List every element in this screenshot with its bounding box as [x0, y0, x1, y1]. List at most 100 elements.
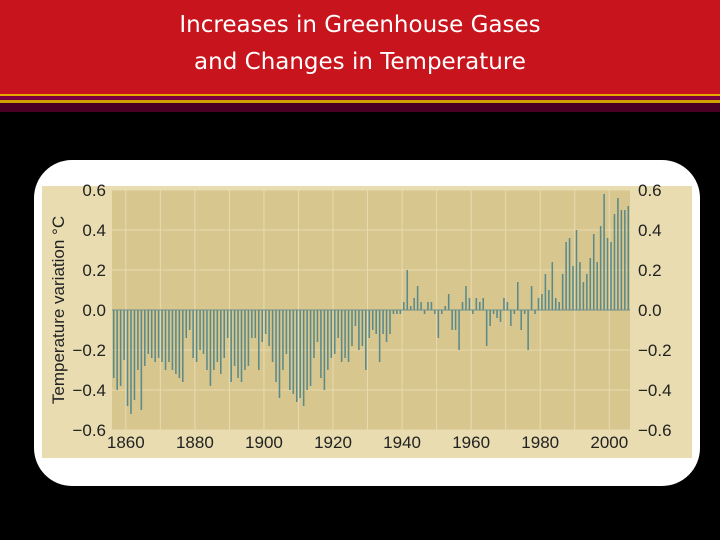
temperature-bar — [416, 286, 419, 310]
temperature-bar — [271, 310, 274, 362]
temperature-bar — [627, 206, 630, 310]
temperature-bar — [302, 310, 305, 406]
temperature-bar — [157, 310, 160, 358]
temperature-bar — [347, 310, 350, 362]
temperature-bar — [351, 310, 353, 346]
temperature-bar — [206, 310, 208, 370]
temperature-bar — [185, 310, 188, 338]
temperature-bar — [354, 310, 357, 326]
temperature-bar — [320, 310, 322, 378]
y-tick-label-left: −0.4 — [72, 381, 106, 400]
temperature-bar — [323, 310, 326, 390]
temperature-bar — [472, 310, 474, 314]
title-banner — [0, 0, 720, 96]
temperature-bar — [430, 302, 433, 310]
temperature-bar — [441, 310, 443, 314]
temperature-bar — [596, 262, 598, 310]
temperature-bar — [551, 262, 554, 310]
temperature-bar — [510, 310, 512, 326]
temperature-bar — [188, 310, 191, 330]
temperature-bar — [333, 310, 336, 354]
y-tick-label-right: 0.6 — [638, 181, 662, 200]
temperature-bar — [513, 310, 516, 314]
temperature-bar — [168, 310, 170, 362]
temperature-bar — [268, 310, 270, 346]
temperature-bar — [606, 238, 609, 310]
temperature-bar — [561, 274, 564, 310]
temperature-bar — [520, 310, 522, 330]
temperature-bar — [558, 302, 560, 310]
temperature-bar — [130, 310, 132, 414]
temperature-bar — [161, 310, 163, 362]
temperature-bar — [565, 242, 567, 310]
temperature-bar — [516, 282, 519, 310]
temperature-bar — [230, 310, 232, 382]
temperature-bar — [530, 286, 533, 310]
temperature-bar — [306, 310, 308, 390]
temperature-bar — [337, 310, 339, 338]
temperature-bar — [544, 274, 547, 310]
temperature-bar — [244, 310, 246, 370]
temperature-bar — [389, 310, 391, 334]
temperature-bar — [202, 310, 205, 354]
temperature-bar — [358, 310, 360, 350]
temperature-bar — [261, 310, 263, 342]
temperature-bar — [365, 310, 367, 370]
temperature-bar — [492, 310, 495, 314]
temperature-bar — [523, 310, 526, 314]
temperature-bar — [599, 226, 602, 310]
temperature-bar — [264, 310, 267, 334]
temperature-bar — [586, 274, 588, 310]
temperature-bar — [361, 310, 364, 346]
temperature-bar — [220, 310, 222, 374]
temperature-bar — [592, 234, 595, 310]
temperature-bar — [434, 310, 436, 314]
temperature-bar — [140, 310, 143, 410]
temperature-bar — [371, 310, 374, 330]
x-tick-label: 1920 — [314, 433, 352, 452]
decorative-stripe — [0, 100, 720, 103]
x-tick-label: 1880 — [176, 433, 214, 452]
temperature-bar — [175, 310, 177, 374]
temperature-bar — [327, 310, 329, 370]
y-tick-label-right: 0.0 — [638, 301, 662, 320]
temperature-bar — [147, 310, 150, 354]
temperature-bar — [461, 302, 464, 310]
temperature-bar — [240, 310, 243, 382]
temperature-bar — [409, 306, 412, 310]
temperature-bar — [589, 258, 592, 310]
temperature-bar — [292, 310, 295, 394]
temperature-chart: 0.6 0.4 0.2 0.0 −0.2 −0.4 −0.6 0.6 0.4 0.2 0.0 −0.2… — [42, 181, 692, 458]
temperature-bar — [164, 310, 167, 370]
temperature-bar — [485, 310, 488, 346]
y-tick-label-left: −0.6 — [72, 421, 106, 440]
decorative-stripe — [0, 96, 720, 100]
y-tick-label-right: 0.4 — [638, 221, 662, 240]
temperature-bar — [199, 310, 201, 350]
temperature-bar — [406, 270, 409, 310]
x-tick-label: 1980 — [521, 433, 559, 452]
temperature-bar — [392, 310, 395, 314]
temperature-bar — [257, 310, 260, 370]
slide-title-line-1: Increases in Greenhouse Gases — [179, 12, 541, 38]
temperature-bar — [617, 198, 619, 310]
temperature-bar — [534, 310, 536, 314]
y-tick-label-left: 0.0 — [82, 301, 106, 320]
temperature-bar — [413, 298, 415, 310]
temperature-bar — [537, 298, 540, 310]
temperature-bar — [506, 302, 509, 310]
y-tick-label-right: −0.2 — [638, 341, 672, 360]
temperature-bar — [282, 310, 284, 370]
temperature-bar — [223, 310, 226, 358]
temperature-bar — [195, 310, 198, 362]
x-tick-label: 1900 — [245, 433, 283, 452]
temperature-bar — [313, 310, 315, 358]
temperature-bar — [133, 310, 136, 400]
y-tick-label-right: −0.4 — [638, 381, 672, 400]
temperature-bar — [340, 310, 343, 362]
temperature-bar — [610, 242, 612, 310]
temperature-bar — [330, 310, 333, 358]
temperature-bar — [171, 310, 174, 370]
temperature-bar — [144, 310, 146, 366]
y-tick-label-right: −0.6 — [638, 421, 672, 440]
